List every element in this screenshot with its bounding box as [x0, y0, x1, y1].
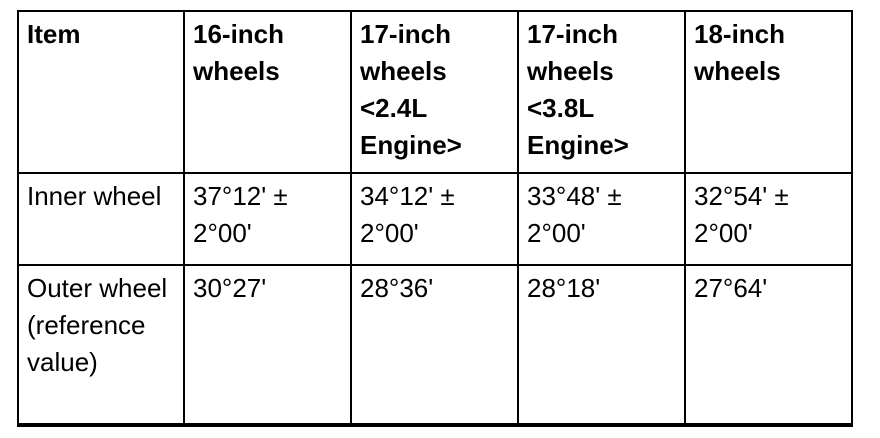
header-cell: 16-inch wheels — [183, 10, 352, 174]
header-cell: Item — [17, 10, 185, 174]
table-cell: 33°48' ± 2°00' — [517, 172, 686, 266]
table-cell: 37°12' ± 2°00' — [183, 172, 352, 266]
table-cell: 28°36' — [350, 264, 519, 427]
table-row: Inner wheel 37°12' ± 2°00' 34°12' ± 2°00… — [17, 172, 853, 266]
table-row: Outer wheel (reference value) 30°27' 28°… — [17, 264, 853, 427]
table-cell: 34°12' ± 2°00' — [350, 172, 519, 266]
row-label: Inner wheel — [17, 172, 185, 266]
header-cell: 17-inch wheels <3.8L Engine> — [517, 10, 686, 174]
row-label: Outer wheel (reference value) — [17, 264, 185, 427]
table-cell: 28°18' — [517, 264, 686, 427]
table-header-row: Item 16-inch wheels 17-inch wheels <2.4L… — [17, 10, 853, 174]
table-cell: 32°54' ± 2°00' — [684, 172, 853, 266]
header-cell: 17-inch wheels <2.4L Engine> — [350, 10, 519, 174]
table-cell: 30°27' — [183, 264, 352, 427]
header-cell: 18-inch wheels — [684, 10, 853, 174]
table-cell: 27°64' — [684, 264, 853, 427]
wheel-angle-table: Item 16-inch wheels 17-inch wheels <2.4L… — [17, 10, 853, 427]
